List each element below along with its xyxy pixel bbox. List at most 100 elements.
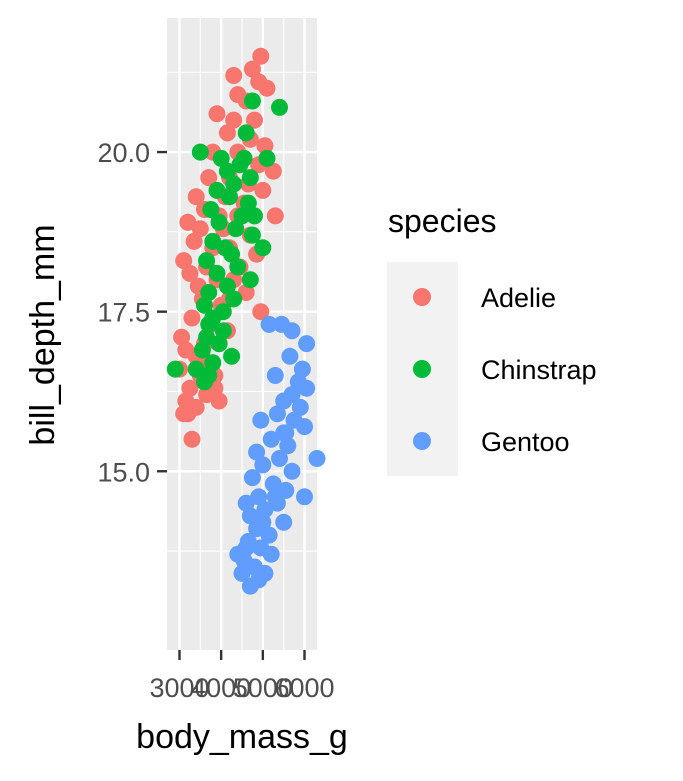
data-point-adelie [254, 181, 272, 199]
data-point-chinstrap [204, 232, 222, 250]
data-point-chinstrap [212, 149, 230, 167]
data-point-gentoo [271, 450, 288, 467]
data-point-gentoo [243, 469, 261, 487]
data-point-chinstrap [241, 169, 259, 187]
legend-key-gentoo [413, 432, 431, 450]
data-point-chinstrap [271, 98, 288, 116]
data-point-gentoo [283, 462, 301, 480]
data-point-gentoo [291, 398, 309, 416]
y-tick-label: 17.5 [97, 298, 150, 328]
data-point-gentoo [283, 322, 301, 340]
data-point-gentoo [293, 360, 311, 378]
data-point-adelie [175, 252, 193, 270]
data-point-gentoo [233, 564, 251, 582]
data-point-chinstrap [223, 245, 241, 263]
data-point-chinstrap [254, 239, 272, 257]
y-tick-label: 15.0 [97, 457, 150, 487]
data-point-chinstrap [225, 290, 243, 308]
legend-key-adelie [413, 288, 431, 306]
x-axis-title: body_mass_g [136, 718, 348, 756]
data-point-gentoo [275, 513, 293, 531]
data-point-chinstrap [200, 315, 218, 333]
data-point-chinstrap [233, 207, 251, 225]
data-point-adelie [200, 169, 218, 187]
data-point-gentoo [266, 367, 284, 384]
data-point-gentoo [241, 507, 259, 525]
data-point-chinstrap [208, 264, 226, 282]
data-point-chinstrap [166, 360, 184, 378]
data-point-chinstrap [243, 226, 261, 244]
data-point-adelie [266, 207, 284, 225]
data-point-adelie [208, 105, 226, 123]
data-point-adelie [258, 79, 276, 97]
x-tick-label: 3000 [149, 673, 209, 703]
x-tick-label: 5000 [233, 673, 293, 703]
data-point-adelie [256, 137, 274, 155]
data-points [166, 47, 326, 595]
data-point-gentoo [262, 430, 280, 448]
data-point-chinstrap [193, 341, 211, 359]
data-point-gentoo [248, 443, 266, 461]
data-point-chinstrap [229, 258, 247, 276]
data-point-gentoo [275, 392, 293, 410]
data-point-adelie [218, 124, 236, 142]
data-point-gentoo [254, 456, 272, 474]
data-point-chinstrap [204, 354, 222, 372]
data-point-adelie [191, 220, 209, 238]
data-point-gentoo [260, 526, 278, 544]
data-point-chinstrap [210, 335, 228, 353]
data-point-chinstrap [258, 149, 276, 167]
data-point-adelie [243, 60, 261, 78]
data-point-chinstrap [196, 296, 213, 314]
data-point-adelie [187, 188, 205, 206]
data-point-chinstrap [227, 220, 245, 238]
data-point-gentoo [308, 450, 326, 467]
data-point-gentoo [296, 418, 313, 436]
data-point-chinstrap [218, 277, 236, 295]
data-point-gentoo [237, 539, 255, 557]
data-point-chinstrap [202, 201, 220, 218]
legend-label-chinstrap: Chinstrap [481, 355, 597, 385]
legend-key-chinstrap [413, 360, 431, 378]
data-point-gentoo [296, 488, 313, 506]
x-tick-label: 6000 [274, 673, 334, 703]
data-point-adelie [252, 303, 270, 321]
data-point-gentoo [281, 347, 299, 365]
legend-title: species [388, 203, 497, 239]
data-point-gentoo [268, 405, 286, 423]
data-point-adelie [175, 405, 193, 423]
data-point-adelie [185, 232, 203, 250]
data-point-gentoo [298, 335, 316, 353]
data-point-gentoo [262, 545, 280, 563]
data-point-chinstrap [243, 92, 261, 110]
data-point-adelie [183, 430, 201, 448]
data-point-chinstrap [198, 252, 216, 270]
data-point-gentoo [252, 411, 270, 429]
data-point-chinstrap [214, 322, 232, 340]
data-point-chinstrap [196, 373, 213, 391]
data-point-chinstrap [200, 284, 218, 301]
data-point-chinstrap [210, 213, 228, 231]
data-point-adelie [173, 328, 191, 346]
data-point-chinstrap [237, 124, 255, 142]
data-point-chinstrap [208, 181, 226, 199]
y-axis: 15.0 17.5 20.0 [97, 138, 167, 487]
data-point-gentoo [264, 475, 282, 493]
data-point-adelie [183, 309, 201, 327]
data-point-adelie [179, 213, 197, 231]
y-axis-title: bill_depth_mm [24, 224, 62, 445]
data-point-adelie [225, 111, 243, 129]
data-point-adelie [252, 47, 270, 65]
data-point-chinstrap [223, 347, 241, 365]
data-point-gentoo [298, 379, 316, 397]
data-point-gentoo [266, 488, 284, 506]
data-point-gentoo [250, 488, 268, 506]
legend-label-adelie: Adelie [481, 283, 556, 313]
data-point-adelie [225, 67, 243, 84]
y-tick-label: 20.0 [97, 138, 150, 168]
data-point-chinstrap [187, 360, 205, 378]
data-point-gentoo [256, 564, 274, 582]
data-point-chinstrap [218, 162, 236, 180]
